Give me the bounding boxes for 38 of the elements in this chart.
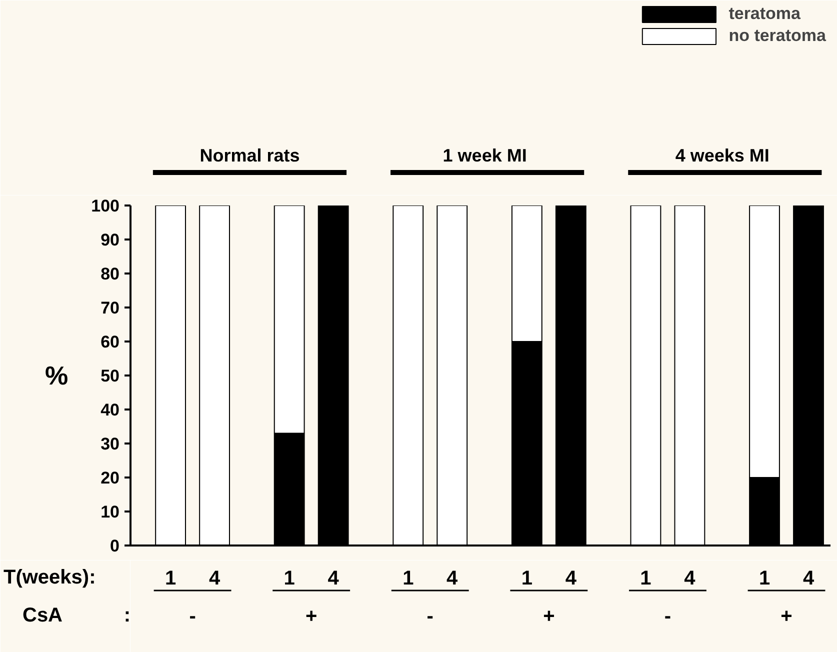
text: 4 weeks MI xyxy=(675,146,770,166)
x-tick-label: 4 xyxy=(208,568,221,590)
x-tick-label: 4 xyxy=(328,568,340,590)
x-tick-label: 4 xyxy=(446,568,459,590)
y-tick-label: 70 xyxy=(100,298,120,318)
x-tick-label: 1 xyxy=(521,568,532,590)
x-tick-label: 4 xyxy=(802,568,815,590)
y-tick-label: 50 xyxy=(100,366,120,386)
text: + xyxy=(780,606,792,628)
x-tick-label: 1 xyxy=(640,568,652,590)
text: - xyxy=(426,606,434,628)
text: - xyxy=(189,606,196,628)
y-axis-title: % xyxy=(45,360,68,390)
y-tick-label: 30 xyxy=(100,434,120,454)
x-tick-label: 1 xyxy=(402,568,414,590)
y-tick-label: 100 xyxy=(91,196,120,216)
text: + xyxy=(543,606,555,628)
text: - xyxy=(664,606,672,628)
y-tick-label: 90 xyxy=(100,230,120,250)
x-tick-label: 1 xyxy=(758,568,770,590)
text: + xyxy=(305,606,318,628)
text: : xyxy=(124,604,131,626)
x-tick-label: 1 xyxy=(284,568,295,590)
x-tick-label: 1 xyxy=(164,568,176,590)
text: CsA xyxy=(22,604,63,626)
x-tick-label: 4 xyxy=(565,568,578,590)
y-tick-label: 0 xyxy=(110,536,120,556)
text: Normal rats xyxy=(200,146,300,166)
y-tick-label: 80 xyxy=(100,264,120,284)
y-tick-label: 40 xyxy=(100,400,120,420)
y-tick-label: 60 xyxy=(100,332,120,352)
legend-label: no teratoma xyxy=(728,26,826,46)
y-tick-label: 20 xyxy=(100,468,120,488)
legend-label: teratoma xyxy=(728,4,801,24)
y-tick-label: 10 xyxy=(100,502,120,522)
x-tick-label: 4 xyxy=(684,568,696,590)
text: 1 week MI xyxy=(442,146,527,166)
text: T(weeks): xyxy=(4,566,96,588)
